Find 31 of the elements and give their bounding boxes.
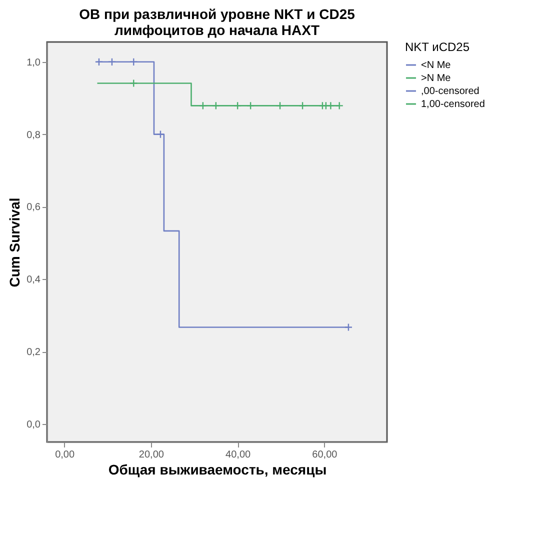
point	[233, 102, 242, 110]
legend-label: >N Me	[421, 73, 452, 84]
x-tick-label: 20,00	[138, 450, 164, 460]
y-tick-label: 0,0	[26, 419, 41, 430]
legend-label: ,00-censored	[421, 86, 480, 97]
legend-title: NKT иCD25	[405, 40, 470, 54]
y-tick-label: 0,8	[26, 130, 41, 141]
point	[108, 58, 116, 66]
point	[156, 130, 165, 138]
legend-label: 1,00-censored	[421, 99, 485, 110]
point	[298, 102, 307, 110]
x-tick-label: 0,00	[55, 450, 75, 460]
chart-title: ОВ при развличной уровне NKT и CD25 лимфоцитов до начала НАХТ	[79, 6, 356, 38]
x-axis-title: Общая выживаемость, месяцы	[108, 462, 327, 478]
point	[344, 323, 353, 332]
x-tick-label: 40,00	[226, 450, 252, 460]
y-tick-label: 1,0	[26, 57, 41, 68]
y-axis-title: Cum Survival	[6, 198, 23, 288]
point	[246, 102, 255, 110]
point	[129, 58, 138, 66]
point	[198, 102, 208, 110]
point	[335, 102, 344, 110]
y-tick-label: 0,2	[26, 347, 41, 358]
legend-label: <N Me	[421, 60, 452, 71]
point	[326, 102, 335, 110]
point	[129, 79, 138, 88]
y-tick-label: 0,6	[26, 202, 41, 214]
x-tick-label: 60,00	[312, 450, 338, 460]
point	[276, 102, 284, 110]
y-tick-label: 0,4	[26, 274, 41, 286]
point	[212, 102, 220, 110]
